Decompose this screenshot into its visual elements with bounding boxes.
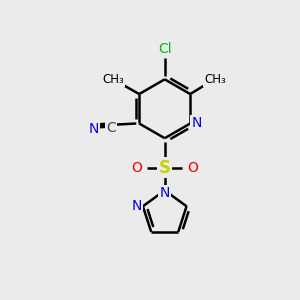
Text: CH₃: CH₃ <box>204 73 226 86</box>
Text: N: N <box>131 199 142 213</box>
Text: S: S <box>159 159 171 177</box>
Text: N: N <box>160 186 170 200</box>
Text: O: O <box>187 161 198 175</box>
Text: CH₃: CH₃ <box>102 73 124 86</box>
Text: O: O <box>131 161 142 175</box>
Text: N: N <box>191 116 202 130</box>
Text: C: C <box>106 121 116 135</box>
Text: N: N <box>89 122 99 136</box>
Text: Cl: Cl <box>158 42 172 56</box>
